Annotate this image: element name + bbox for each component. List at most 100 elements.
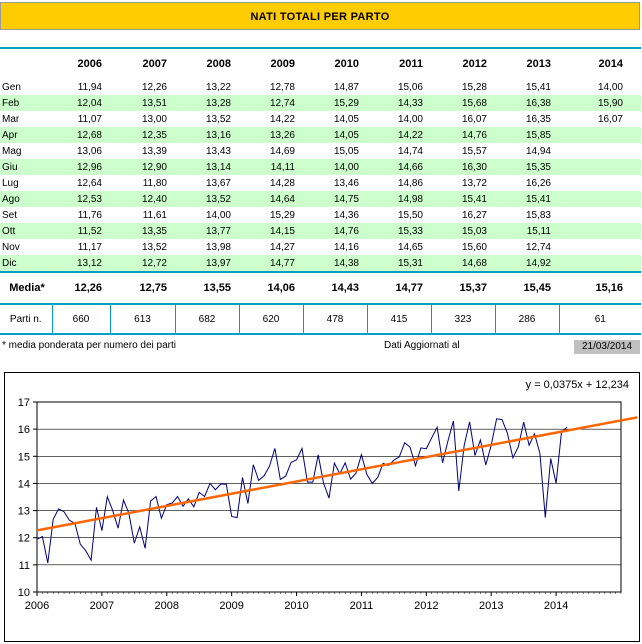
- trend-equation: y = 0,0375x + 12,234: [525, 379, 629, 391]
- table-cell: [559, 175, 641, 191]
- table-cell: 14,87: [333, 81, 359, 93]
- year-header-2014: 2014: [559, 47, 641, 79]
- year-header-2007: 2007: [110, 47, 175, 79]
- table-cell: [559, 223, 641, 239]
- table-cell: 14,76: [431, 127, 495, 143]
- table-cell: 14,74: [397, 145, 423, 157]
- table-cell: 14,05: [333, 113, 359, 125]
- table-cell: 14,75: [303, 191, 367, 207]
- table-cell: 13,97: [175, 255, 239, 272]
- table-cell: 13,98: [205, 241, 231, 253]
- table-cell: 15,11: [495, 223, 559, 239]
- table-cell: 13,46: [333, 177, 359, 189]
- month-label: Ago: [0, 191, 52, 207]
- table-cell: 12,72: [110, 255, 175, 272]
- table-cell: 13,52: [205, 113, 231, 125]
- table-cell: 14,38: [303, 255, 367, 272]
- table-cell: 15,85: [495, 127, 559, 143]
- table-cell: 15,29: [269, 209, 295, 221]
- table-cell: 11,76: [77, 209, 102, 221]
- table-cell: [559, 159, 641, 175]
- table-cell: 12,74: [525, 241, 551, 253]
- table-cell: 15,83: [525, 209, 551, 221]
- data-series-line: [36, 418, 568, 564]
- table-cell: 12,40: [110, 191, 175, 207]
- table-cell: 13,52: [175, 191, 239, 207]
- table-cell: 13,35: [110, 223, 175, 239]
- table-cell: 11,17: [77, 241, 102, 253]
- table-cell: [559, 255, 641, 272]
- table-cell: 14,00: [303, 159, 367, 175]
- parti-cell: 660: [51, 304, 110, 335]
- table-cell: [559, 191, 641, 207]
- table-row: Nov 11,17 13,52 13,98 14,27 14,16 14,65 15,60 12…: [0, 239, 641, 255]
- y-tick-label: 10: [18, 587, 30, 599]
- updated-date: 21/03/2014: [574, 340, 640, 354]
- updated-label: Dati Aggiornati al: [384, 340, 460, 351]
- table-cell: 11,80: [142, 177, 167, 189]
- table-cell: 16,35: [525, 113, 551, 125]
- table-row: Mar 11,07 13,00 13,52 14,22 14,05 14,00 16,07 16…: [0, 111, 641, 127]
- table-row: Giu 12,96 12,90 13,14 14,11 14,00 14,66 16,30 15…: [0, 159, 641, 175]
- footnote: * media ponderata per numero dei parti: [2, 340, 176, 351]
- media-cell: 14,43: [303, 271, 367, 305]
- table-cell: 16,30: [431, 159, 495, 175]
- parti-cell: 323: [430, 304, 495, 335]
- year-header-2008: 2008: [175, 47, 239, 79]
- table-row: Dic 13,12 12,72 13,97 14,77 14,38 15,31 14,68 14…: [0, 255, 641, 272]
- year-header-2009: 2009: [239, 47, 303, 79]
- month-label: Mar: [2, 113, 20, 125]
- month-label: Gen: [2, 81, 21, 93]
- table-cell: 14,28: [269, 177, 295, 189]
- table-cell: 14,36: [333, 209, 359, 221]
- month-label: Dic: [0, 255, 52, 272]
- media-cell: 13,55: [175, 271, 239, 305]
- table-cell: 15,68: [431, 95, 495, 111]
- page-title: NATI TOTALI PER PARTO: [0, 2, 640, 30]
- table-cell: [559, 239, 641, 255]
- table-cell: 14,15: [239, 223, 303, 239]
- table-cell: 14,69: [269, 145, 295, 157]
- table-cell: 13,72: [461, 177, 487, 189]
- table-cell: 15,33: [367, 223, 431, 239]
- table-cell: 16,07: [461, 113, 487, 125]
- table-cell: 15,90: [559, 95, 641, 111]
- y-tick-label: 17: [18, 397, 30, 409]
- table-cell: 12,68: [52, 127, 110, 143]
- year-header-2010: 2010: [303, 47, 367, 79]
- table-cell: 15,50: [397, 209, 423, 221]
- table-row: Feb 12,04 13,51 13,28 12,74 15,29 14,33 15,68 16…: [0, 95, 641, 111]
- table-cell: 12,26: [141, 81, 167, 93]
- table-cell: 11,52: [52, 223, 110, 239]
- table-cell: 15,41: [431, 191, 495, 207]
- table-cell: 14,76: [303, 223, 367, 239]
- table-cell: 13,43: [205, 145, 231, 157]
- parti-cell: 286: [494, 304, 559, 335]
- media-cell: 15,45: [495, 271, 559, 305]
- table-cell: 16,07: [597, 113, 623, 125]
- table-cell: 14,77: [239, 255, 303, 272]
- parti-cell: 620: [238, 304, 303, 335]
- table-row: Apr 12,68 12,35 13,16 13,26 14,05 14,22 14,76 15…: [0, 127, 641, 143]
- table-cell: 16,27: [461, 209, 487, 221]
- table-cell: 13,28: [175, 95, 239, 111]
- table-row: Mag 13,06 13,39 13,43 14,69 15,05 14,74 15,57 14…: [0, 143, 641, 159]
- table-cell: 14,94: [525, 145, 551, 157]
- table-cell: 15,57: [461, 145, 487, 157]
- month-label: Apr: [0, 127, 52, 143]
- table-cell: 13,22: [205, 81, 231, 93]
- table-cell: 12,96: [52, 159, 110, 175]
- month-label: Lug: [2, 177, 19, 189]
- table-cell: 14,16: [333, 241, 359, 253]
- y-tick-label: 16: [18, 424, 30, 436]
- table-cell: 15,60: [461, 241, 487, 253]
- table-cell: 15,41: [495, 191, 559, 207]
- table-cell: 13,06: [76, 145, 102, 157]
- table-cell: 14,00: [597, 81, 623, 93]
- x-tick-label: 2006: [25, 600, 49, 612]
- trend-line: [36, 416, 638, 532]
- table-cell: 16,26: [525, 177, 551, 189]
- table-cell: 11,61: [142, 209, 167, 221]
- table-row: Ott 11,52 13,35 13,77 14,15 14,76 15,33 15,03 15…: [0, 223, 641, 239]
- media-cell: 12,75: [110, 271, 175, 305]
